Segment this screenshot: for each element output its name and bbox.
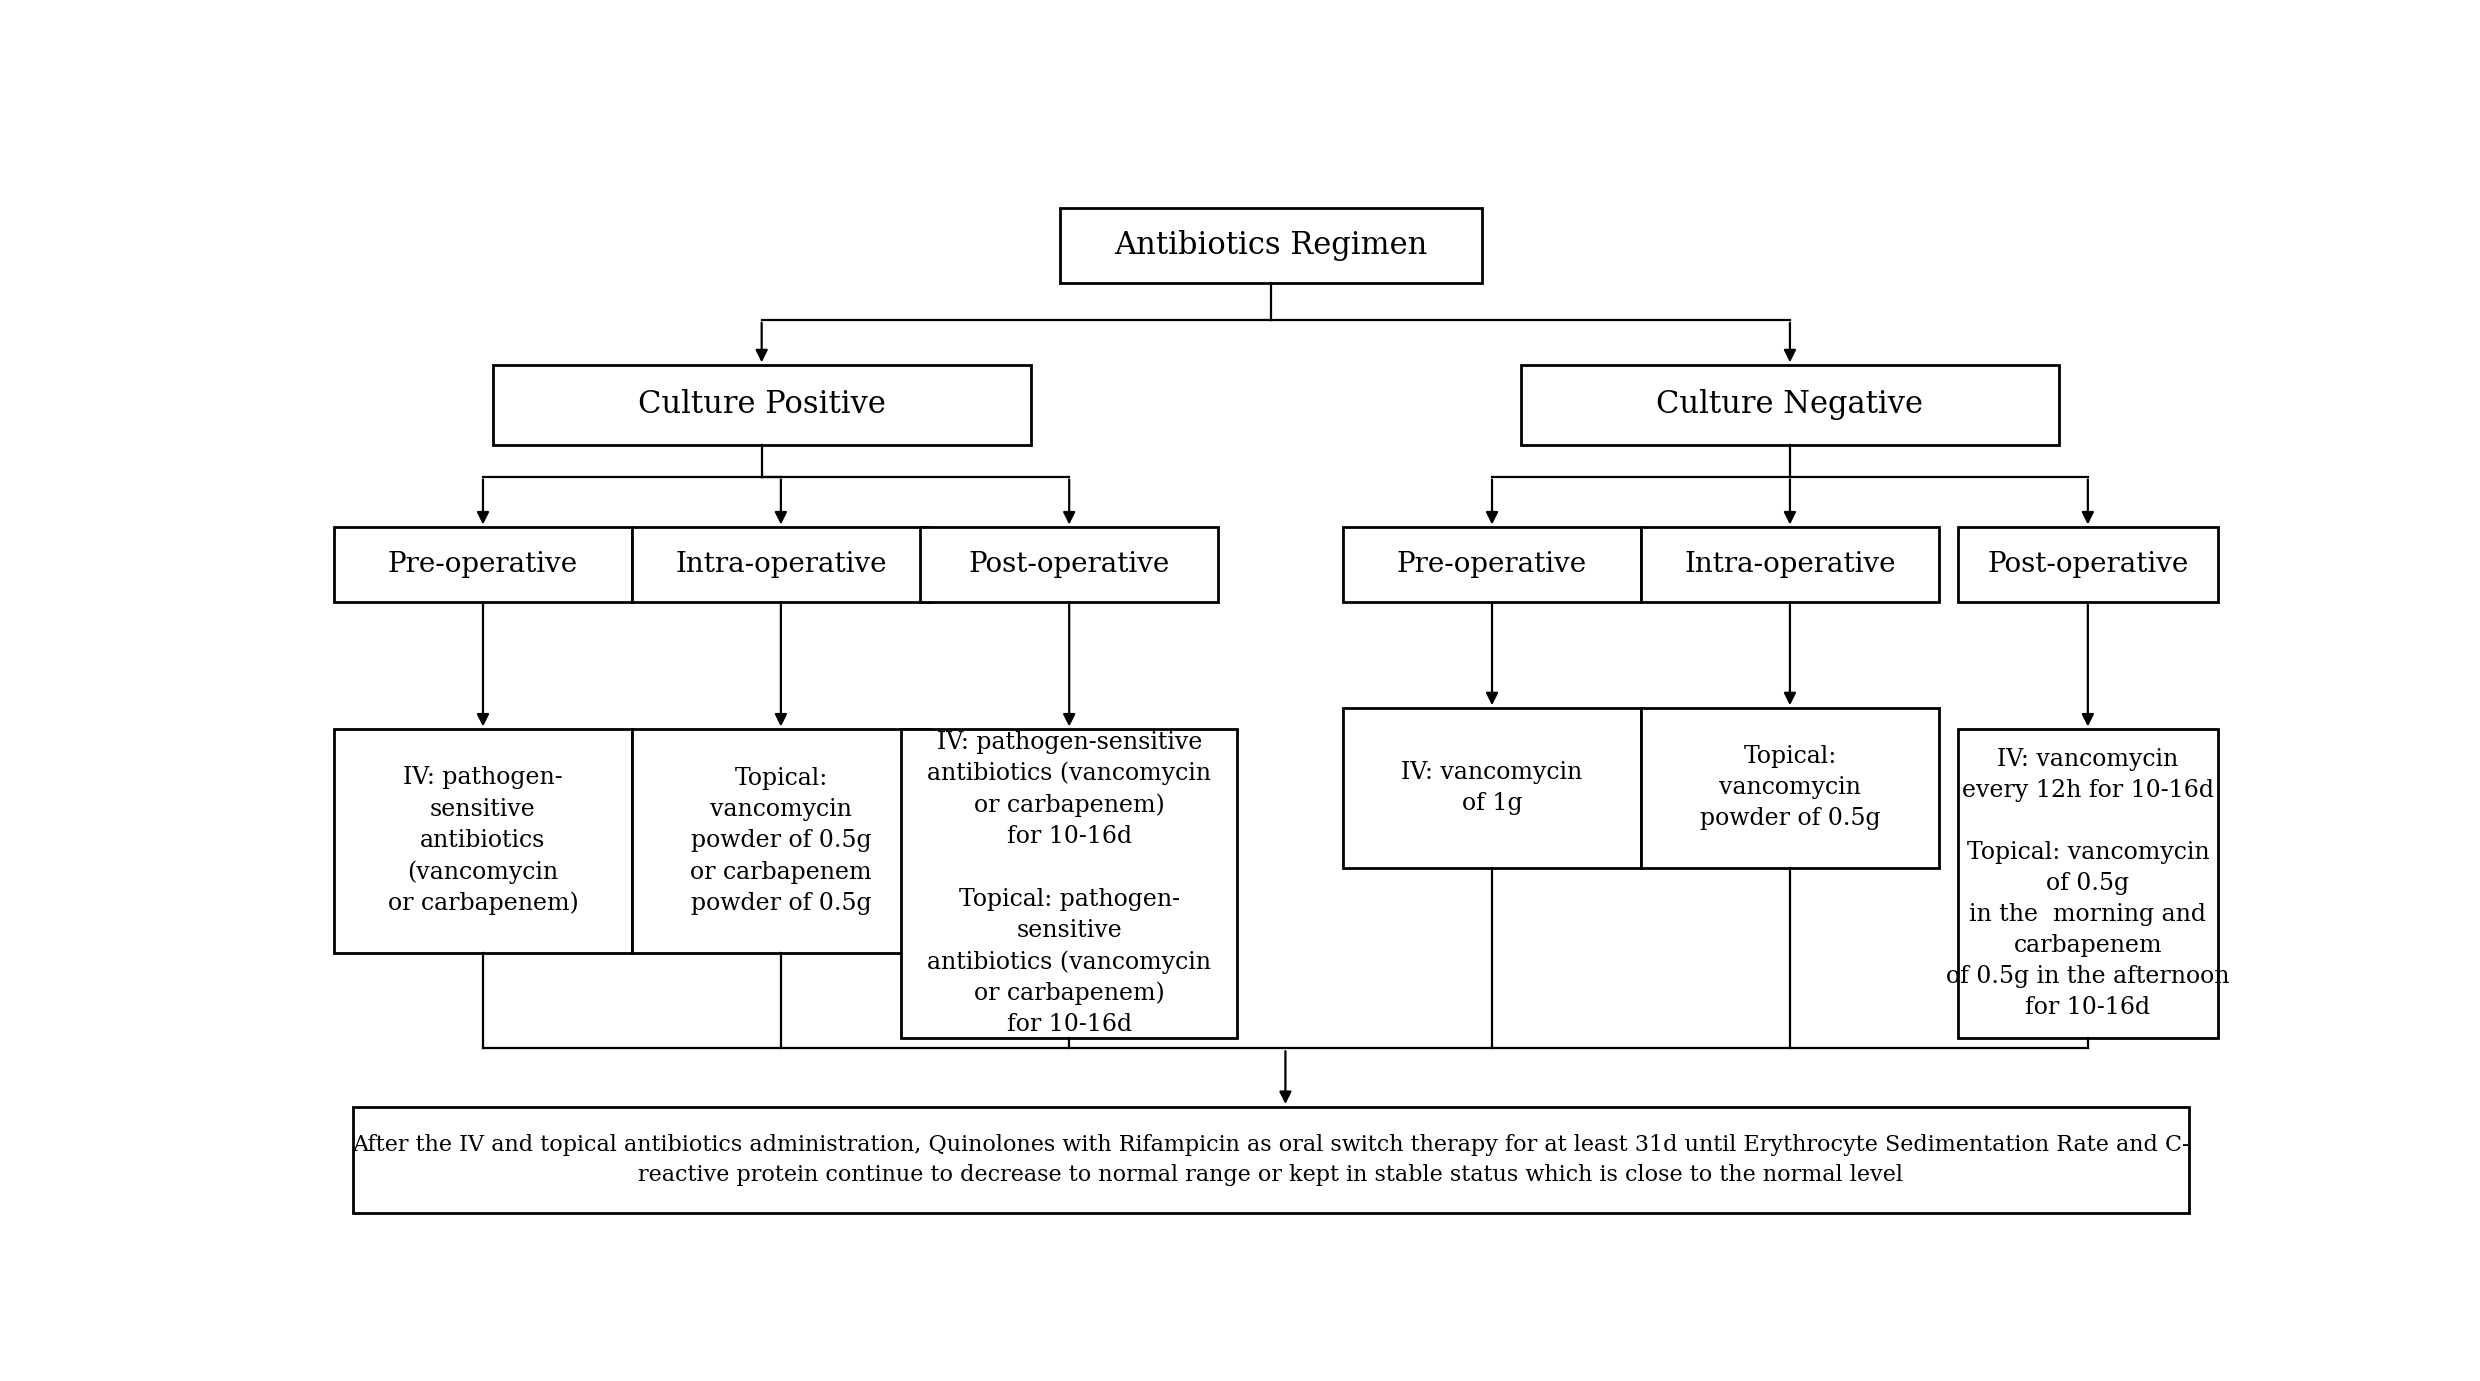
FancyBboxPatch shape — [1642, 708, 1939, 867]
Text: Pre-operative: Pre-operative — [387, 551, 578, 579]
FancyBboxPatch shape — [352, 1106, 2190, 1213]
FancyBboxPatch shape — [1642, 528, 1939, 602]
FancyBboxPatch shape — [1344, 528, 1642, 602]
Text: Antibiotics Regimen: Antibiotics Regimen — [1114, 231, 1428, 261]
Text: Pre-operative: Pre-operative — [1396, 551, 1587, 579]
Text: IV: vancomycin
of 1g: IV: vancomycin of 1g — [1401, 761, 1582, 815]
FancyBboxPatch shape — [632, 528, 930, 602]
Text: Intra-operative: Intra-operative — [675, 551, 888, 579]
Text: After the IV and topical antibiotics administration, Quinolones with Rifampicin : After the IV and topical antibiotics adm… — [352, 1134, 2190, 1186]
Text: Culture Negative: Culture Negative — [1657, 389, 1924, 420]
Text: Post-operative: Post-operative — [970, 551, 1171, 579]
FancyBboxPatch shape — [1959, 528, 2217, 602]
Text: IV: pathogen-
sensitive
antibiotics
(vancomycin
or carbapenem): IV: pathogen- sensitive antibiotics (van… — [387, 766, 578, 916]
FancyBboxPatch shape — [1059, 209, 1483, 283]
FancyBboxPatch shape — [494, 365, 1032, 445]
Text: Post-operative: Post-operative — [1986, 551, 2187, 579]
Text: IV: vancomycin
every 12h for 10-16d

Topical: vancomycin
of 0.5g
in the  morning: IV: vancomycin every 12h for 10-16d Topi… — [1947, 747, 2230, 1019]
FancyBboxPatch shape — [1520, 365, 2058, 445]
FancyBboxPatch shape — [335, 729, 632, 953]
Text: Intra-operative: Intra-operative — [1684, 551, 1895, 579]
FancyBboxPatch shape — [920, 528, 1218, 602]
FancyBboxPatch shape — [900, 729, 1238, 1037]
Text: Topical:
vancomycin
powder of 0.5g
or carbapenem
powder of 0.5g: Topical: vancomycin powder of 0.5g or ca… — [689, 768, 870, 914]
Text: Topical:
vancomycin
powder of 0.5g: Topical: vancomycin powder of 0.5g — [1699, 746, 1880, 830]
FancyBboxPatch shape — [1344, 708, 1642, 867]
FancyBboxPatch shape — [632, 729, 930, 953]
Text: Culture Positive: Culture Positive — [637, 389, 885, 420]
FancyBboxPatch shape — [335, 528, 632, 602]
FancyBboxPatch shape — [1959, 729, 2217, 1037]
Text: IV: pathogen-sensitive
antibiotics (vancomycin
or carbapenem)
for 10-16d

Topica: IV: pathogen-sensitive antibiotics (vanc… — [928, 731, 1210, 1037]
